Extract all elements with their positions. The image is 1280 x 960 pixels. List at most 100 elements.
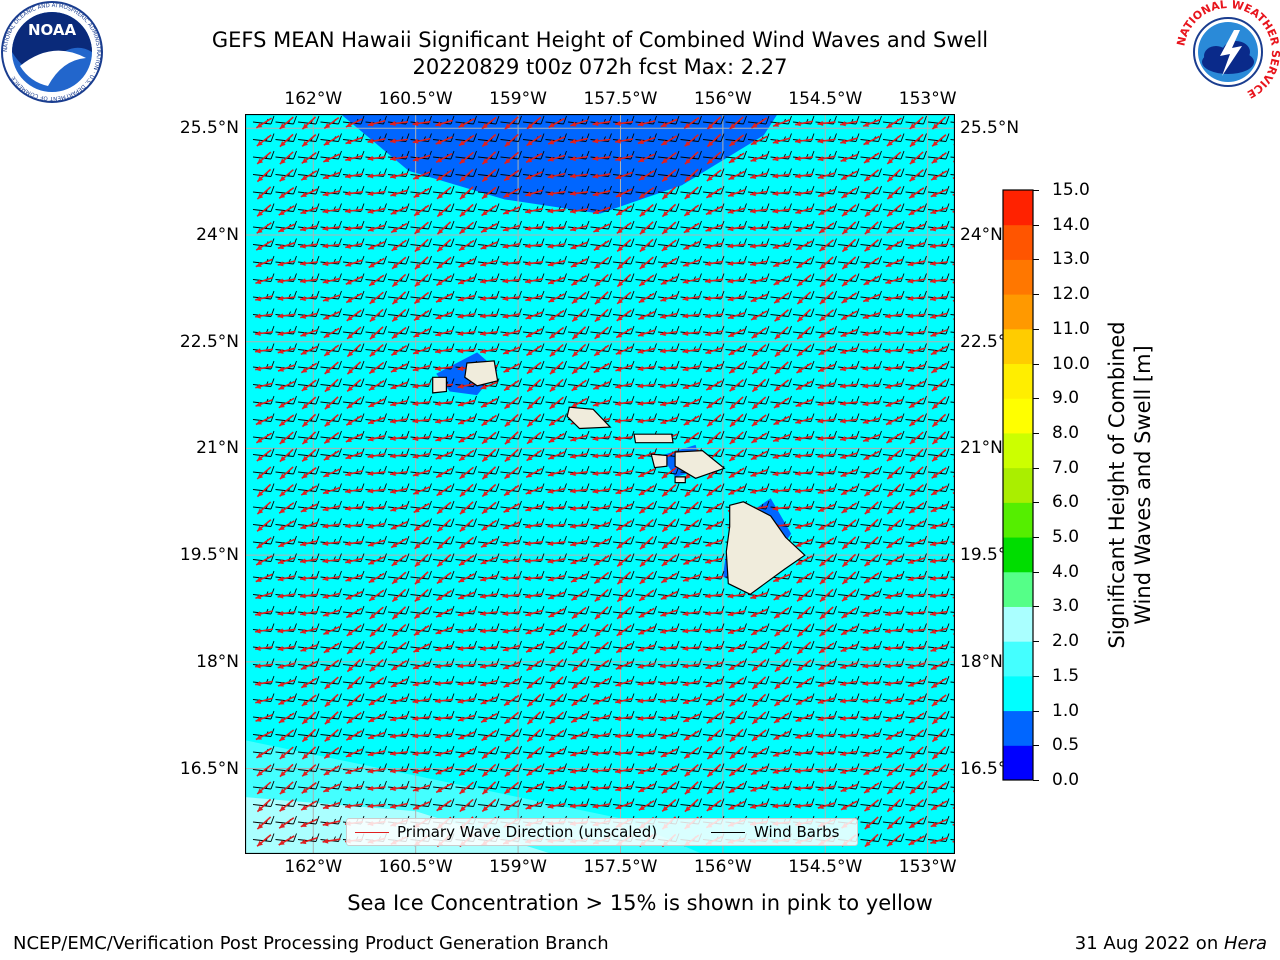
colorbar-tick-label: 15.0 <box>1052 180 1090 200</box>
wind-barb <box>950 594 955 596</box>
colorbar-segment <box>1003 467 1033 503</box>
colorbar-segment <box>1003 675 1033 712</box>
wind-barb <box>950 664 955 666</box>
wind-barb <box>950 156 955 158</box>
colorbar-segment <box>1003 606 1033 642</box>
chart-subtitle: 20220829 t00z 072h fcst Max: 2.27 <box>412 55 788 79</box>
wind-barb <box>950 524 955 526</box>
colorbar-segment <box>1003 259 1033 295</box>
lat-tick-left: 19.5°N <box>179 545 239 566</box>
colorbar-segment <box>1003 571 1033 607</box>
wind-barb <box>950 226 955 228</box>
wind-barb <box>950 454 955 456</box>
wind-barb <box>950 261 955 263</box>
colorbar-segment <box>1003 745 1033 781</box>
colorbar-tick-label: 8.0 <box>1052 422 1080 443</box>
wind-barb <box>950 244 955 246</box>
lon-tick-bottom: 162°W <box>284 857 343 877</box>
colorbar-segment <box>1003 398 1033 434</box>
island-lanai <box>650 453 668 469</box>
colorbar-label: Significant Height of Combined Wind Wave… <box>1104 321 1156 648</box>
wind-barb <box>950 401 955 403</box>
island-niihau <box>432 376 447 394</box>
lon-tick-bottom: 157.5°W <box>583 857 658 877</box>
footer-credit: NCEP/EMC/Verification Post Processing Pr… <box>13 933 609 954</box>
colorbar-tick-label: 0.5 <box>1052 735 1080 756</box>
colorbar-tick-mark <box>1033 259 1039 261</box>
colorbar-segment <box>1003 502 1033 538</box>
lat-tick-left: 18°N <box>196 651 239 672</box>
wind-barbs-legend-line <box>711 832 745 833</box>
noaa-logo-text: NOAA <box>28 21 77 39</box>
wind-barb <box>950 471 955 473</box>
lon-tick-bottom: 156°W <box>693 857 752 877</box>
colorbar-tick-label: 12.0 <box>1052 284 1090 305</box>
colorbar-tick-label: 6.0 <box>1052 492 1080 513</box>
colorbar-tick-mark <box>1033 502 1039 504</box>
lon-tick-bottom: 153°W <box>898 857 957 877</box>
map-plot <box>245 114 955 854</box>
wind-barb <box>950 716 955 718</box>
colorbar-tick-mark <box>1033 398 1039 400</box>
colorbar-tick-mark <box>1033 190 1039 191</box>
colorbar-tick-mark <box>1033 606 1039 608</box>
lat-tick-left: 22.5°N <box>179 331 239 352</box>
wind-barb <box>950 559 955 561</box>
wind-barb <box>950 629 955 631</box>
wave-direction-legend-label: Primary Wave Direction (unscaled) <box>397 823 658 841</box>
colorbar-tick-label: 0.0 <box>1052 770 1080 790</box>
colorbar-tick-mark <box>1033 328 1039 330</box>
lat-tick-left: 16.5°N <box>179 758 239 779</box>
colorbar-tick-label: 1.0 <box>1052 700 1080 721</box>
wind-barb <box>950 296 955 298</box>
colorbar-tick-label: 10.0 <box>1052 353 1090 374</box>
wind-barb <box>950 384 955 386</box>
colorbar-tick-label: 7.0 <box>1052 457 1080 478</box>
lon-tick-bottom: 154.5°W <box>788 857 863 877</box>
lon-tick-top: 154.5°W <box>788 89 863 109</box>
wind-barb <box>950 314 955 316</box>
colorbar-tick-mark <box>1033 745 1039 747</box>
wind-barb <box>950 576 955 578</box>
colorbar-tick-label: 2.0 <box>1052 631 1080 652</box>
lat-tick-left: 24°N <box>196 224 239 245</box>
wind-barb <box>950 121 955 123</box>
lon-tick-top: 160.5°W <box>378 89 453 109</box>
colorbar-segment <box>1003 224 1033 260</box>
footer-host: Hera <box>1223 933 1267 954</box>
colorbar-segment <box>1003 432 1033 469</box>
colorbar-segment <box>1003 537 1033 573</box>
noaa-logo: NOAA NATIONAL OCEANIC AND ATMOSPHERIC AD… <box>1 1 103 103</box>
wind-barb <box>950 699 955 701</box>
colorbar-tick-label: 3.0 <box>1052 596 1080 617</box>
colorbar-tick-label: 9.0 <box>1052 388 1080 409</box>
colorbar-tick-mark <box>1033 467 1039 469</box>
colorbar-segment <box>1003 641 1033 677</box>
colorbar-tick-mark <box>1033 641 1039 643</box>
wave-direction-legend-line <box>355 832 389 833</box>
wind-barb <box>950 174 955 176</box>
wind-barb <box>950 681 955 683</box>
colorbar-segment <box>1003 710 1033 746</box>
footer-date-text: 31 Aug 2022 on <box>1074 933 1224 954</box>
colorbar-tick-label: 5.0 <box>1052 527 1080 548</box>
wind-barb <box>950 489 955 491</box>
wind-barb <box>950 419 955 421</box>
wind-barb <box>950 349 955 351</box>
colorbar-label-line1: Significant Height of Combined <box>1105 321 1129 649</box>
wind-barb <box>950 139 955 141</box>
colorbar-segment <box>1003 294 1033 330</box>
colorbar-tick-mark <box>1033 675 1039 677</box>
colorbar <box>1002 189 1034 781</box>
lon-tick-top: 162°W <box>284 89 343 109</box>
wind-barb <box>950 436 955 438</box>
lat-tick-right: 25.5°N <box>960 118 1020 139</box>
colorbar-segment <box>1003 363 1033 399</box>
wind-barb <box>950 506 955 508</box>
lon-tick-top: 156°W <box>693 89 752 109</box>
wind-barb <box>950 331 955 333</box>
colorbar-segment <box>1003 328 1033 365</box>
wind-barb <box>950 611 955 613</box>
colorbar-tick-label: 1.5 <box>1052 665 1080 686</box>
